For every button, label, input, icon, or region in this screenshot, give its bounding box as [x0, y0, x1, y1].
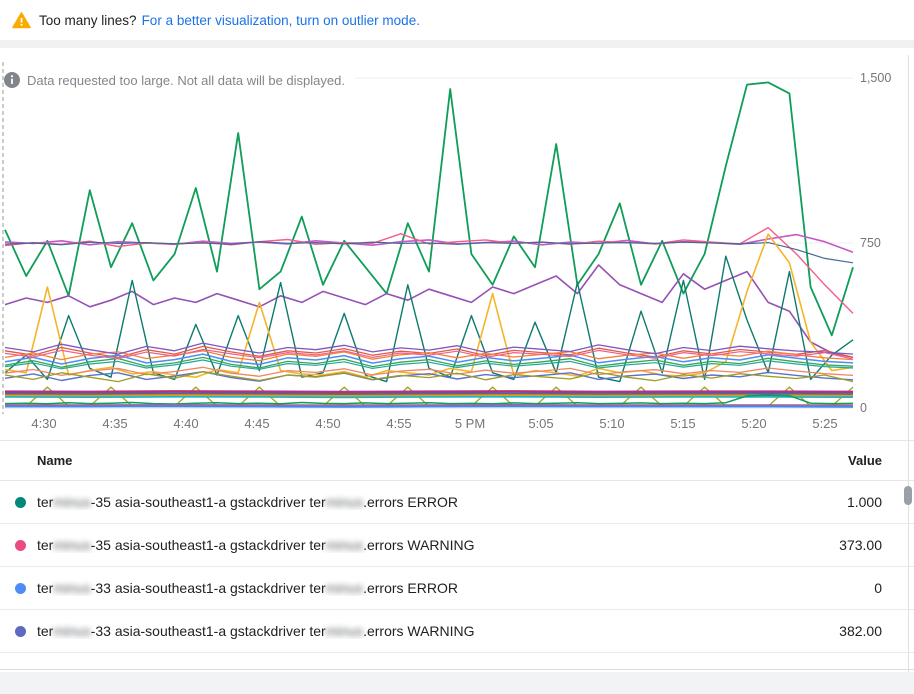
- series-name: terminus-33 asia-southeast1-a gstackdriv…: [37, 580, 874, 596]
- chart-line-line-orange: [4, 350, 854, 362]
- page-background: [0, 672, 914, 694]
- x-tick-label: 4:40: [173, 416, 198, 431]
- x-tick-label: 5:10: [599, 416, 624, 431]
- series-name-part: ter: [37, 494, 54, 510]
- scrollbar-thumb[interactable]: [904, 486, 912, 505]
- x-tick-label: 5:15: [670, 416, 695, 431]
- y-tick-label: 1,500: [860, 71, 891, 85]
- chart-line-line-flat-orange: [4, 394, 854, 397]
- chart-line-line-rose: [4, 348, 854, 360]
- chart-line-line-green-base: [4, 394, 854, 405]
- y-axis-labels: 1,500 750 0: [860, 71, 891, 415]
- chart-line-line-green-high: [4, 81, 854, 337]
- redacted-text: minus: [325, 537, 364, 553]
- banner-message: Too many lines?: [39, 12, 137, 28]
- chart-line-line-bottom-blue: [5, 404, 854, 408]
- series-value: 1.000: [846, 494, 882, 510]
- chart-line-line-flat-red: [4, 390, 854, 394]
- x-tick-label: 4:55: [386, 416, 411, 431]
- x-tick-label: 5:20: [741, 416, 766, 431]
- x-tick-label: 4:35: [102, 416, 127, 431]
- chart-line-line-olive-low: [4, 371, 854, 383]
- chart-legend-table: Name Value terminus-35 asia-southeast1-a…: [0, 440, 914, 670]
- legend-row[interactable]: terminus-35 asia-southeast1-a gstackdriv…: [0, 481, 914, 524]
- x-tick-label: 4:45: [244, 416, 269, 431]
- series-name-part: -33 asia-southeast1-a gstackdriver ter: [90, 623, 326, 639]
- series-name-part: -33 asia-southeast1-a gstackdriver ter: [90, 580, 326, 596]
- series-name-part: ter: [37, 623, 54, 639]
- chart-line-line-blue: [4, 353, 854, 366]
- series-name-part: ter: [37, 537, 54, 553]
- legend-header-value: Value: [848, 453, 882, 468]
- x-tick-label: 4:50: [315, 416, 340, 431]
- series-name-part: -35 asia-southeast1-a gstackdriver ter: [90, 494, 326, 510]
- chart-panel: Data requested too large. Not all data w…: [0, 48, 914, 672]
- series-color-dot: [15, 496, 26, 508]
- series-color-dot: [15, 539, 26, 551]
- legend-rows-container: terminus-35 asia-southeast1-a gstackdriv…: [0, 481, 914, 653]
- legend-row[interactable]: terminus-35 asia-southeast1-a gstackdriv…: [0, 524, 914, 567]
- chart-series-group: [4, 81, 854, 408]
- series-value: 0: [874, 580, 882, 596]
- timeseries-chart[interactable]: 1,500 750 0 4:30 4:35 4:40 4:45 4:50 4:55 5 PM 5:…: [0, 48, 914, 438]
- scrollbar-track[interactable]: [908, 55, 909, 672]
- chart-line-line-green-mid: [4, 356, 854, 369]
- chart-line-line-teal-dark: [4, 255, 854, 383]
- series-name-part: .errors ERROR: [363, 580, 458, 596]
- redacted-text: minus: [53, 494, 91, 510]
- series-name-part: .errors ERROR: [363, 494, 458, 510]
- redacted-text: minus: [325, 494, 364, 510]
- x-tick-label: 5 PM: [455, 416, 485, 431]
- redacted-text: minus: [325, 623, 364, 639]
- warning-icon: [12, 11, 31, 29]
- y-tick-label: 750: [860, 236, 881, 250]
- chart-line-line-slate: [4, 241, 854, 264]
- series-name-part: .errors WARNING: [363, 537, 475, 553]
- outlier-mode-link[interactable]: For a better visualization, turn on outl…: [141, 12, 420, 28]
- series-name-part: ter: [37, 580, 54, 596]
- legend-header-row: Name Value: [0, 441, 914, 481]
- redacted-text: minus: [325, 580, 364, 596]
- x-tick-label: 5:05: [528, 416, 553, 431]
- series-value: 373.00: [839, 537, 882, 553]
- data-truncation-notice: Data requested too large. Not all data w…: [4, 72, 355, 88]
- y-tick-label: 0: [860, 401, 867, 415]
- series-name-part: -35 asia-southeast1-a gstackdriver ter: [90, 537, 326, 553]
- chart-line-line-purple: [4, 264, 854, 359]
- series-color-dot: [15, 582, 26, 594]
- series-value: 382.00: [839, 623, 882, 639]
- info-icon: [4, 72, 20, 88]
- legend-footer: [0, 653, 914, 670]
- chart-line-line-salmon: [4, 366, 854, 377]
- chart-line-line-flat-purple: [4, 390, 854, 393]
- series-color-dot: [15, 625, 26, 637]
- redacted-text: minus: [53, 537, 91, 553]
- redacted-text: minus: [53, 580, 91, 596]
- chart-line-line-indigo-low: [4, 371, 854, 382]
- redacted-text: minus: [53, 623, 91, 639]
- x-tick-label: 5:25: [812, 416, 837, 431]
- series-name-part: .errors WARNING: [363, 623, 475, 639]
- chart-line-line-violet: [4, 342, 854, 355]
- chart-line-line-teal-light: [4, 359, 854, 370]
- x-axis-labels: 4:30 4:35 4:40 4:45 4:50 4:55 5 PM 5:05 5:10 5:15…: [31, 416, 837, 431]
- data-truncation-text: Data requested too large. Not all data w…: [27, 72, 345, 88]
- separator-strip: [0, 40, 914, 48]
- legend-header-name: Name: [37, 453, 73, 468]
- chart-line-line-yellow: [4, 233, 854, 379]
- series-name: terminus-33 asia-southeast1-a gstackdriv…: [37, 623, 839, 639]
- chart-line-line-flat-blue: [4, 392, 854, 396]
- legend-row[interactable]: terminus-33 asia-southeast1-a gstackdriv…: [0, 610, 914, 653]
- series-name: terminus-35 asia-southeast1-a gstackdriv…: [37, 494, 847, 510]
- x-tick-label: 4:30: [31, 416, 56, 431]
- chart-line-line-flat-cyan: [4, 395, 854, 399]
- series-name: terminus-35 asia-southeast1-a gstackdriv…: [37, 537, 839, 553]
- too-many-lines-banner: Too many lines? For a better visualizati…: [0, 0, 914, 40]
- legend-row[interactable]: terminus-33 asia-southeast1-a gstackdriv…: [0, 567, 914, 610]
